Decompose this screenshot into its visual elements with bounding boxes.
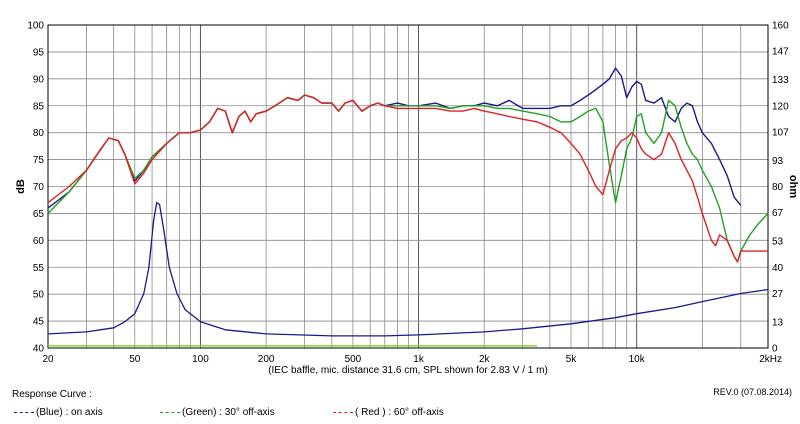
x-tick-label: 2k [479,354,491,365]
series-line-2 [47,94,768,263]
legend-item-green: (Green) : 30° off-axis [160,407,275,418]
y-axis-label: dB [15,179,27,194]
y-tick-label: 100 [27,21,44,32]
series-line-3 [47,202,769,337]
legend-label-red: ( Red ) : 60° off-axis [355,407,444,418]
legend-swatch-green [160,411,180,413]
legend-swatch-blue [14,411,34,413]
y2-tick-label: 80 [772,182,784,193]
plot-frame [47,24,769,349]
y-tick-label: 70 [33,182,45,193]
x-tick-label: 1k [413,354,425,365]
y-tick-label: 60 [33,236,45,247]
legend-label-green: (Green) : 30° off-axis [182,407,275,418]
chart-caption: (IEC baffle, mic. distance 31.6 cm, SPL … [268,365,548,376]
x-tick-label: 5k [566,354,578,365]
x-tick-label: 50 [129,354,141,365]
y2-tick-label: 160 [772,21,789,32]
y2-tick-label: 93 [772,156,784,167]
y-tick-label: 45 [33,317,45,328]
y2-tick-label: 133 [772,75,789,86]
y2-tick-label: 147 [772,47,789,58]
series-line-1 [47,94,769,263]
legend-swatch-red [333,411,353,413]
y-tick-label: 95 [33,47,45,58]
y2-tick-label: 67 [772,208,784,219]
y-tick-label: 75 [33,155,45,166]
y2-tick-label: 107 [772,127,789,138]
x-tick-label: 10k [629,354,646,365]
y-tick-label: 65 [33,209,45,220]
y-tick-label: 55 [33,263,45,274]
x-tick-label: 2kHz [759,354,782,365]
y2-tick-label: 120 [772,101,789,112]
y2-tick-label: 40 [772,263,784,274]
y2-tick-label: 27 [772,289,784,300]
y-tick-label: 40 [33,344,45,355]
revision-label: REV.0 (07.08.2014) [713,387,792,397]
y-tick-label: 85 [33,101,45,112]
y2-tick-label: 53 [772,237,784,248]
x-tick-label: 100 [192,354,209,365]
y2-axis-label: ohm [787,175,799,198]
legend-label-blue: (Blue) : on axis [36,407,103,418]
y2-tick-label: 13 [772,317,784,328]
response-chart: 40 45 50 55 60 65 70 75 80 85 90 95 100 0 13 27 40 53 67 80… [15,21,799,366]
legend-title: Response Curve : [12,389,93,400]
legend-item-blue: (Blue) : on axis [14,407,103,418]
y-tick-label: 50 [33,290,45,301]
y-tick-label: 90 [33,74,45,85]
x-tick-label: 500 [345,354,362,365]
y2-tick-label: 0 [772,344,778,355]
x-tick-label: 200 [258,354,275,365]
legend-item-red: ( Red ) : 60° off-axis [333,407,444,418]
y-tick-label: 80 [33,128,45,139]
x-tick-label: 20 [42,354,54,365]
